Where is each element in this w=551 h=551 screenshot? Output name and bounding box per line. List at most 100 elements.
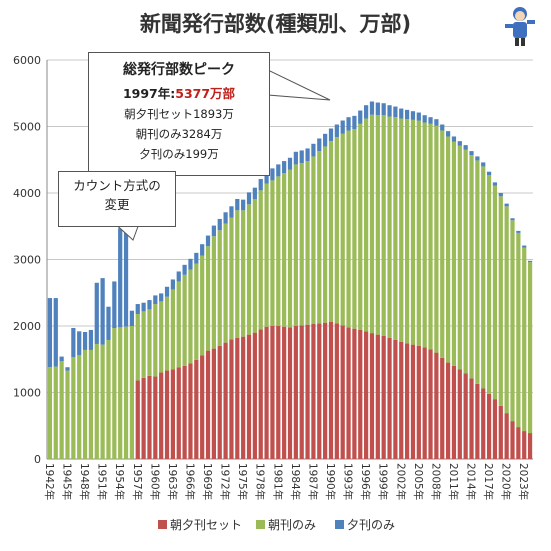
bar-evening-1947 [77, 331, 82, 356]
bar-set-1970 [211, 348, 216, 459]
bar-evening-1984 [293, 151, 298, 165]
bar-morning-1949 [88, 349, 94, 459]
peak-value: 5377万部 [175, 86, 236, 101]
bar-morning-1981 [276, 176, 281, 326]
bar-morning-1964 [176, 281, 181, 368]
bar-evening-2004 [410, 111, 416, 120]
bar-evening-1966 [188, 258, 193, 270]
bar-evening-1970 [211, 225, 216, 237]
bar-evening-1987 [311, 143, 316, 157]
bar-morning-2019 [498, 196, 503, 406]
bar-evening-2010 [445, 131, 451, 137]
bar-evening-1957 [135, 304, 140, 315]
bar-evening-1995 [358, 110, 363, 124]
bar-set-1975 [241, 336, 246, 459]
bar-set-1994 [352, 328, 357, 459]
bar-evening-2022 [516, 230, 521, 233]
x-tick-label: 1945年 [60, 463, 73, 500]
bar-evening-2012 [457, 141, 462, 146]
bar-evening-2023 [522, 245, 527, 248]
bar-evening-1996 [364, 105, 369, 119]
bar-evening-1961 [159, 293, 164, 302]
bar-set-2013 [463, 373, 468, 459]
x-tick-label: 1963年 [166, 463, 179, 500]
bar-evening-1980 [270, 168, 275, 181]
bar-set-1960 [153, 376, 158, 459]
count-method-annotation: カウント方式の 変更 [58, 171, 176, 227]
bar-set-1957 [135, 380, 140, 459]
bar-set-1961 [159, 372, 164, 459]
bar-set-1965 [182, 365, 187, 459]
legend-label-0: 朝夕刊セット [170, 518, 242, 532]
bar-evening-1959 [147, 300, 152, 310]
x-tick-label: 2005年 [412, 463, 425, 500]
bar-evening-1972 [223, 212, 228, 224]
bar-morning-1960 [153, 304, 158, 377]
bar-evening-1952 [106, 306, 111, 340]
x-tick-label: 1987年 [306, 463, 319, 500]
bar-set-2017 [486, 393, 492, 459]
bar-evening-1997 [369, 101, 375, 115]
bar-set-1963 [170, 369, 175, 459]
bar-evening-2021 [510, 218, 515, 221]
bar-set-1997 [369, 333, 375, 459]
bar-morning-1942 [47, 367, 53, 459]
bar-morning-1986 [305, 161, 310, 325]
chart-title: 新聞発行部数(種類別、万部) [139, 12, 412, 36]
x-tick-label: 1972年 [219, 463, 232, 500]
bar-evening-1962 [164, 286, 170, 297]
bar-evening-1948 [82, 331, 88, 350]
x-tick-label: 2023年 [517, 463, 530, 500]
bar-morning-1980 [270, 180, 275, 326]
bar-set-2007 [428, 349, 433, 459]
bar-set-2009 [440, 357, 445, 459]
bar-morning-1951 [100, 344, 105, 459]
bar-evening-1951 [100, 278, 105, 345]
x-tick-label: 1954年 [113, 463, 126, 500]
bar-evening-1982 [282, 161, 287, 174]
bar-evening-1994 [352, 115, 357, 130]
bar-evening-1981 [276, 164, 281, 177]
bar-morning-2018 [492, 185, 498, 400]
bar-evening-1967 [194, 252, 199, 264]
x-tick-label: 2020年 [500, 463, 513, 500]
x-tick-label: 2008年 [429, 463, 442, 500]
bar-set-2015 [475, 383, 480, 459]
bar-morning-2024 [527, 262, 533, 434]
bar-morning-2004 [410, 119, 416, 345]
bar-morning-1988 [317, 151, 322, 324]
bar-morning-2008 [434, 125, 439, 353]
bar-evening-2020 [504, 203, 509, 207]
bar-set-1974 [235, 337, 240, 459]
bar-set-1986 [305, 324, 310, 459]
bar-set-1999 [381, 335, 386, 459]
bar-evening-1954 [118, 228, 123, 328]
bar-evening-1964 [176, 271, 181, 282]
bar-morning-1973 [229, 217, 234, 340]
bar-evening-2009 [440, 124, 445, 131]
bar-morning-1978 [258, 190, 263, 330]
x-tick-label: 1978年 [254, 463, 267, 500]
bar-set-1967 [194, 359, 199, 459]
bar-evening-1943 [53, 298, 58, 367]
bar-set-1959 [147, 375, 152, 459]
legend-swatch-0 [158, 520, 167, 529]
bar-morning-1959 [147, 309, 152, 376]
legend-label-1: 朝刊のみ [268, 518, 316, 532]
y-tick-label: 5000 [13, 121, 41, 134]
bar-morning-1967 [194, 263, 199, 360]
bar-evening-1986 [305, 148, 310, 162]
bar-set-2018 [492, 399, 498, 459]
bar-set-1995 [358, 329, 363, 459]
bar-morning-2002 [399, 118, 404, 342]
bar-set-1979 [264, 326, 269, 459]
bar-evening-1960 [153, 295, 158, 305]
bar-evening-1989 [323, 133, 328, 147]
bar-evening-2018 [492, 182, 498, 186]
bar-morning-1999 [381, 115, 386, 336]
bar-morning-2000 [387, 116, 392, 338]
x-tick-label: 2002年 [394, 463, 407, 500]
bar-morning-1963 [170, 289, 175, 370]
bar-set-1980 [270, 326, 275, 459]
